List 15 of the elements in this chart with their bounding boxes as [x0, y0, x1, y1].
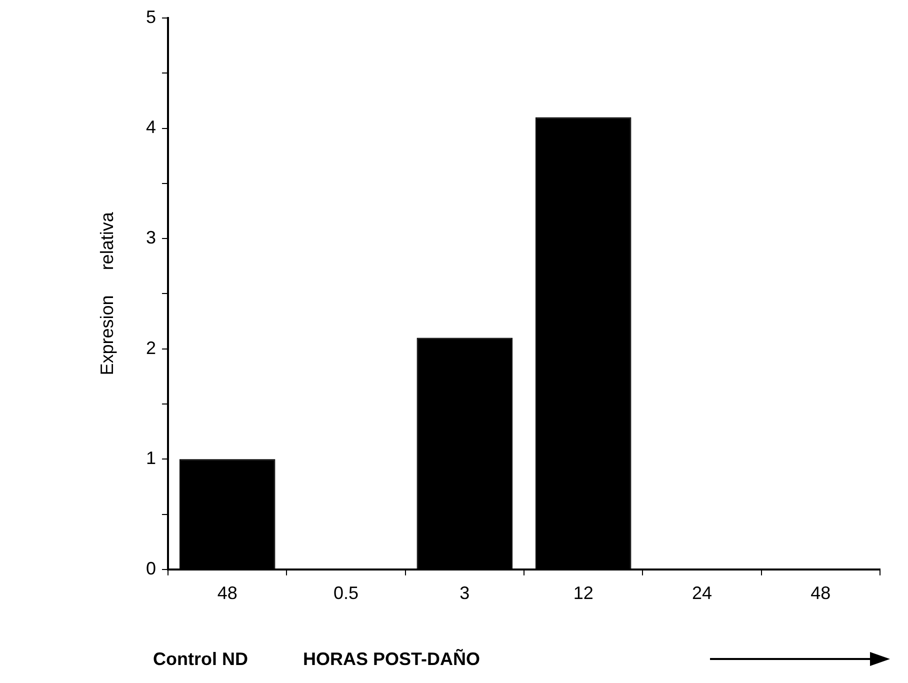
y-tick-label: 1 — [146, 448, 156, 468]
x-axis-title: HORAS POST-DAÑO — [303, 648, 480, 669]
x-tick-label: 48 — [810, 583, 831, 604]
x-tick-label: 3 — [460, 583, 470, 604]
x-tick-label: 48 — [217, 583, 238, 604]
y-tick-label: 0 — [146, 558, 156, 578]
y-tick-label: 2 — [146, 338, 156, 358]
x-tick-label: 12 — [573, 583, 594, 604]
x-tick-label: 0.5 — [333, 583, 359, 604]
x-tick-label: 24 — [692, 583, 712, 604]
y-tick-label: 4 — [146, 117, 156, 138]
y-axis-title: Expresion relativa — [96, 211, 117, 376]
y-tick-label: 5 — [146, 6, 156, 27]
text: Control ND — [153, 648, 248, 669]
y-tick-label: 3 — [146, 228, 156, 248]
